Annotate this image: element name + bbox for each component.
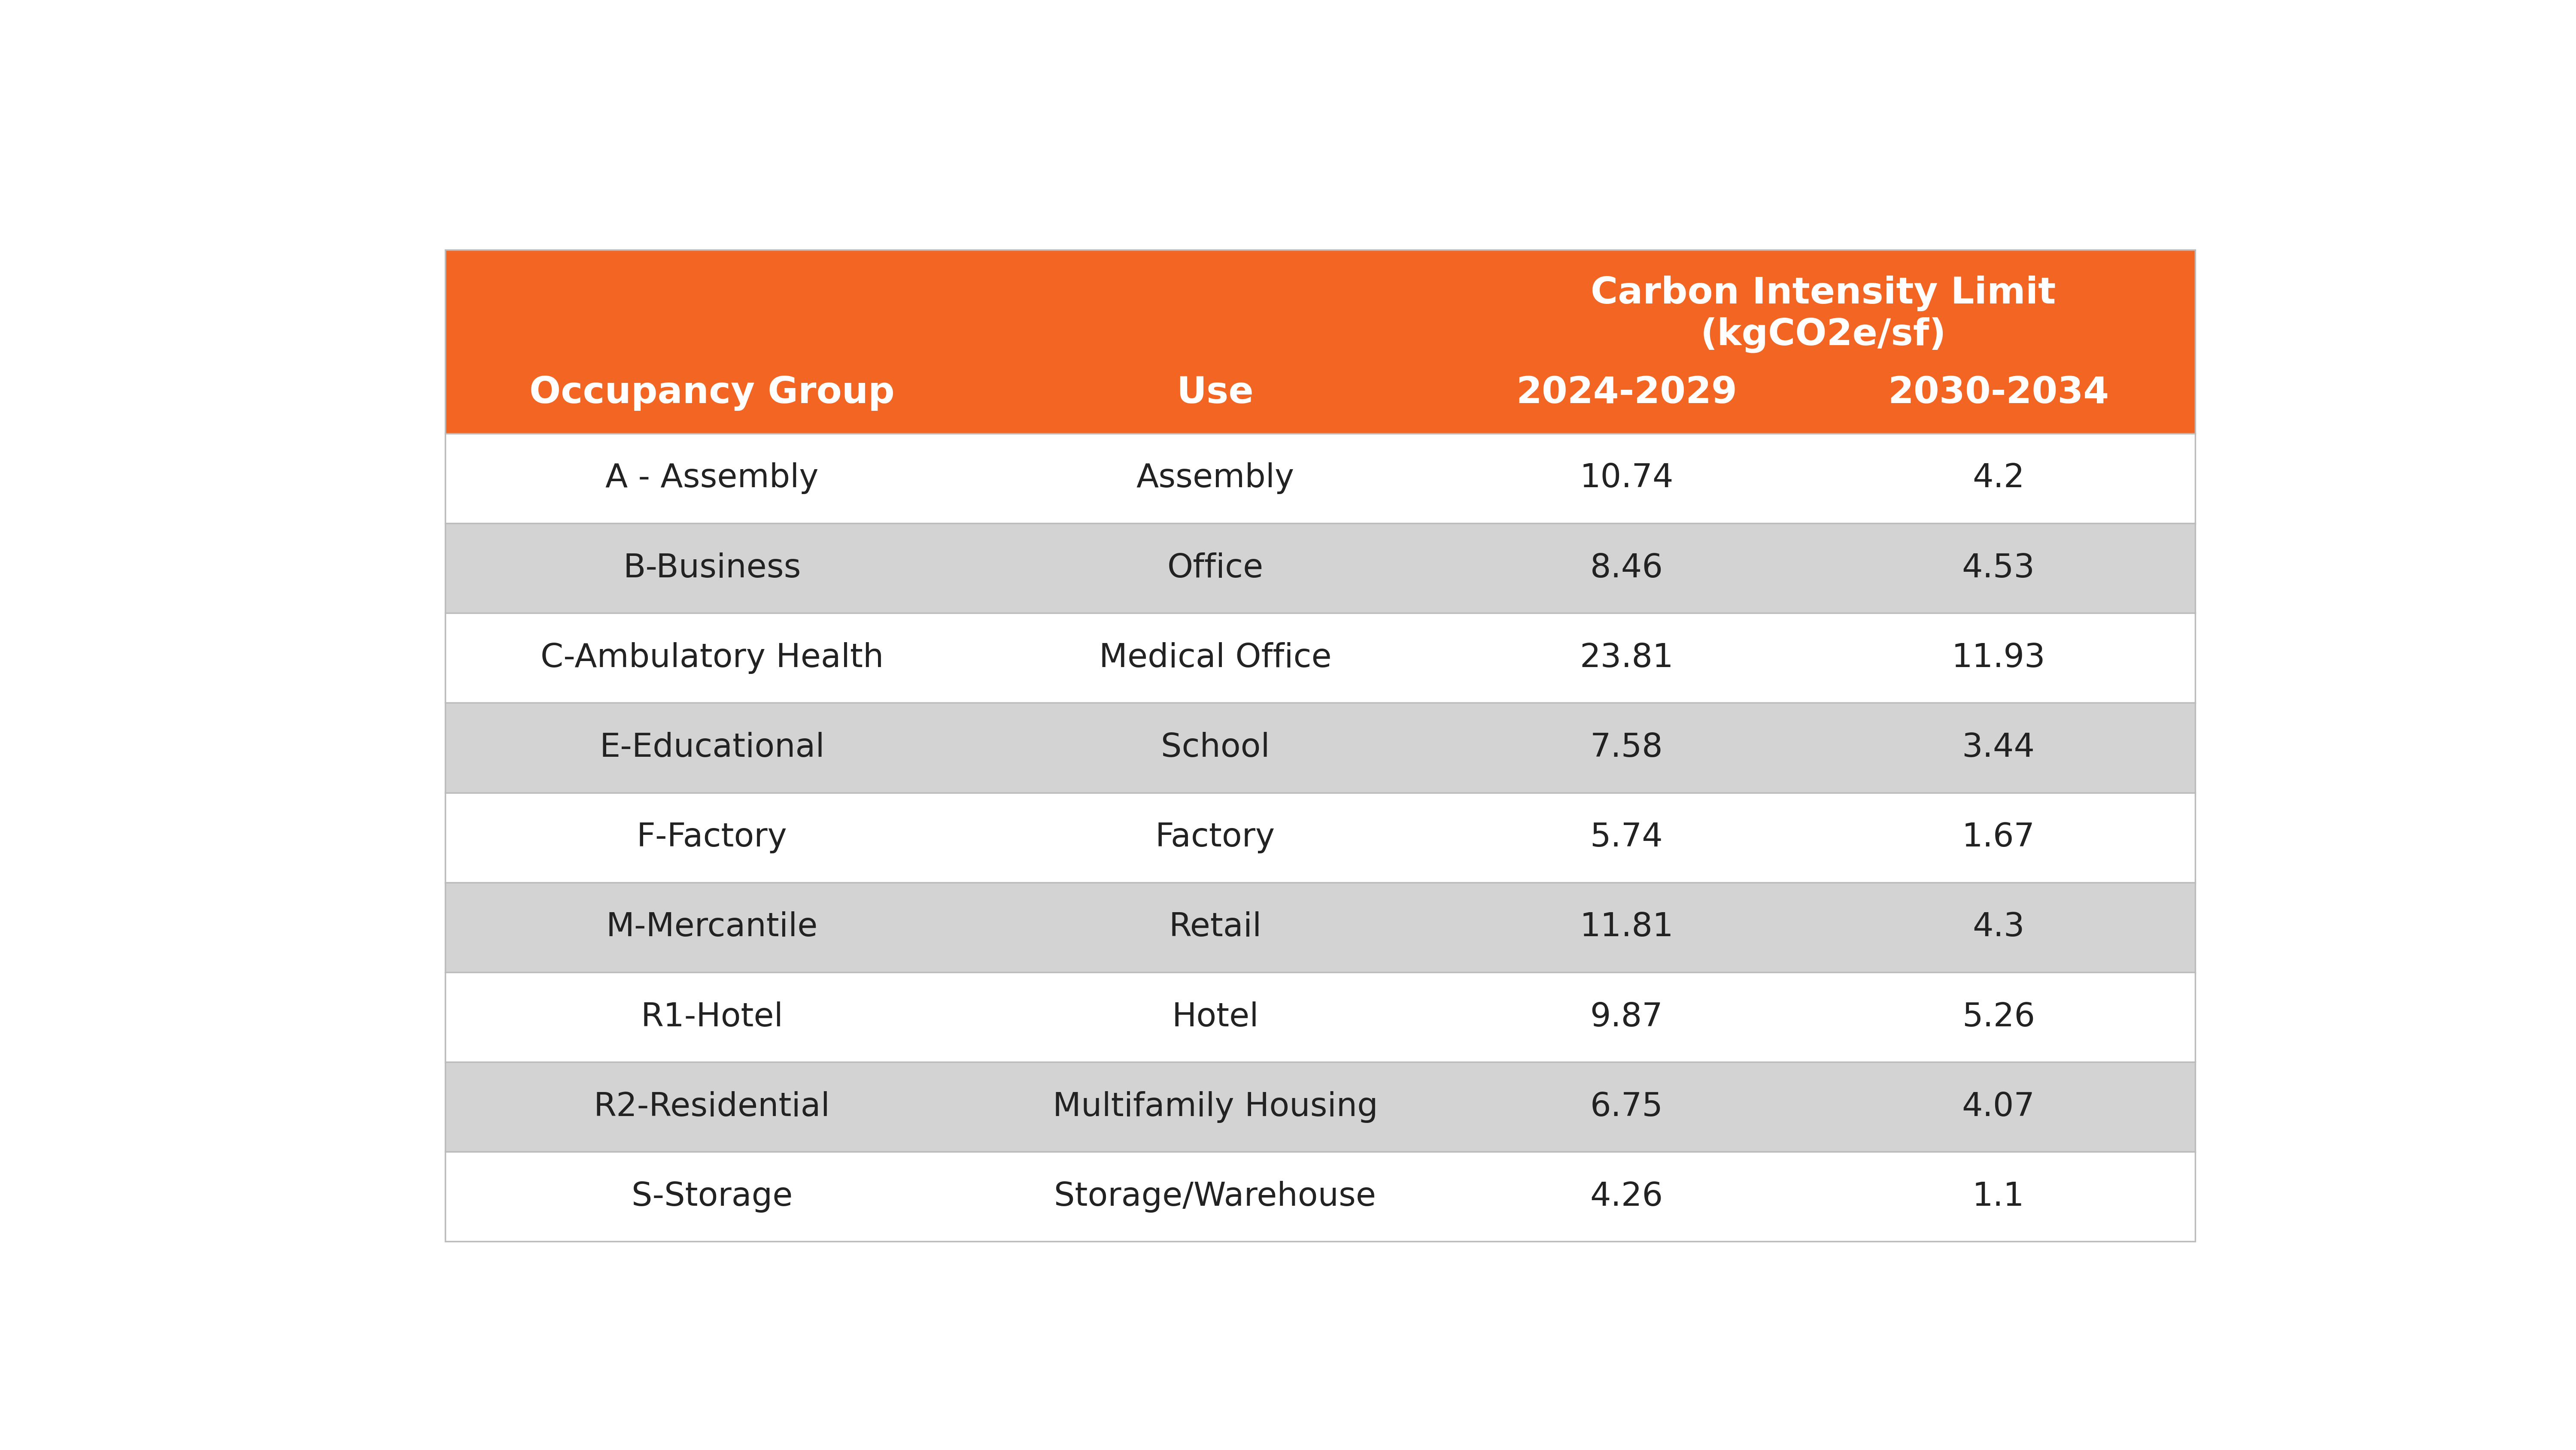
Bar: [446, 883, 2195, 971]
Text: Office: Office: [1167, 552, 1262, 584]
Text: R1-Hotel: R1-Hotel: [641, 1000, 783, 1032]
Text: C-Ambulatory Health: C-Ambulatory Health: [541, 642, 884, 674]
Bar: [446, 249, 2195, 434]
Text: R2-Residential: R2-Residential: [592, 1090, 829, 1122]
Bar: [446, 703, 2195, 793]
Text: 23.81: 23.81: [1579, 642, 1674, 674]
Text: 1.67: 1.67: [1963, 822, 2035, 854]
Text: 4.53: 4.53: [1963, 552, 2035, 584]
Text: Factory: Factory: [1154, 822, 1275, 854]
Text: 7.58: 7.58: [1589, 732, 1664, 764]
Bar: [446, 972, 2195, 1061]
Text: 2030-2034: 2030-2034: [1888, 376, 2110, 410]
Text: 10.74: 10.74: [1579, 463, 1674, 494]
Bar: [446, 523, 2195, 613]
Text: Use: Use: [1177, 376, 1255, 410]
Bar: [446, 1061, 2195, 1151]
Text: 9.87: 9.87: [1589, 1000, 1664, 1032]
Text: 6.75: 6.75: [1589, 1090, 1664, 1122]
Text: 5.26: 5.26: [1963, 1000, 2035, 1032]
Bar: [446, 249, 2195, 1241]
Bar: [446, 613, 2195, 703]
Text: Retail: Retail: [1170, 912, 1262, 943]
Text: M-Mercantile: M-Mercantile: [605, 912, 819, 943]
Text: 5.74: 5.74: [1589, 822, 1664, 854]
Text: Hotel: Hotel: [1172, 1000, 1260, 1032]
Text: 4.2: 4.2: [1973, 463, 2025, 494]
Text: 1.1: 1.1: [1973, 1180, 2025, 1212]
Bar: [446, 793, 2195, 883]
Text: 4.07: 4.07: [1963, 1090, 2035, 1122]
Text: Multifamily Housing: Multifamily Housing: [1054, 1090, 1378, 1122]
Bar: [446, 434, 2195, 523]
Text: S-Storage: S-Storage: [631, 1180, 793, 1212]
Text: B-Business: B-Business: [623, 552, 801, 584]
Text: 3.44: 3.44: [1963, 732, 2035, 764]
Text: 11.81: 11.81: [1579, 912, 1674, 943]
Text: 4.26: 4.26: [1589, 1180, 1664, 1212]
Text: Storage/Warehouse: Storage/Warehouse: [1054, 1180, 1376, 1212]
Bar: [446, 1151, 2195, 1241]
Text: 8.46: 8.46: [1589, 552, 1664, 584]
Text: Medical Office: Medical Office: [1100, 642, 1332, 674]
Text: 2024-2029: 2024-2029: [1515, 376, 1736, 410]
Text: Carbon Intensity Limit
(kgCO2e/sf): Carbon Intensity Limit (kgCO2e/sf): [1592, 276, 2056, 352]
Text: School: School: [1162, 732, 1270, 764]
Text: E-Educational: E-Educational: [600, 732, 824, 764]
Text: A - Assembly: A - Assembly: [605, 463, 819, 494]
Text: 4.3: 4.3: [1973, 912, 2025, 943]
Text: Occupancy Group: Occupancy Group: [531, 376, 894, 410]
Text: 11.93: 11.93: [1953, 642, 2045, 674]
Text: F-Factory: F-Factory: [636, 822, 788, 854]
Text: Assembly: Assembly: [1136, 463, 1293, 494]
